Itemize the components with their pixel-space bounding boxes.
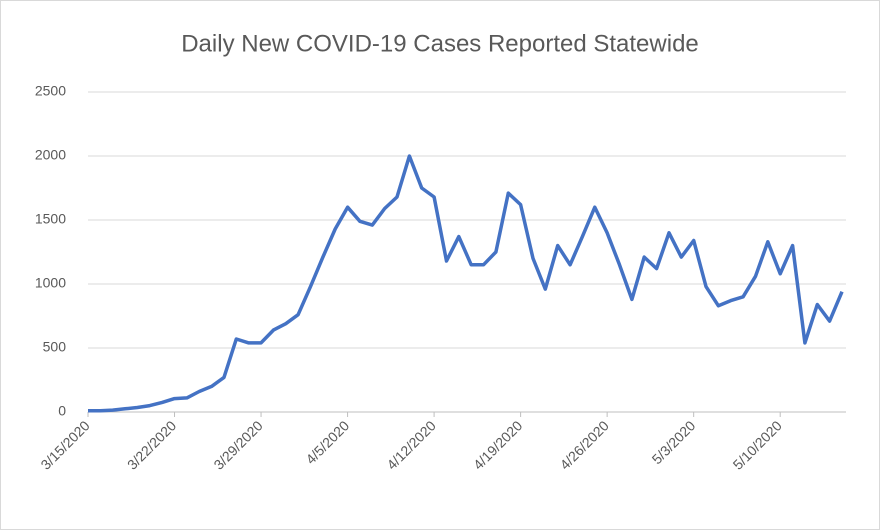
y-tick-label: 2000 <box>35 147 66 163</box>
y-tick-label: 500 <box>43 339 67 355</box>
y-tick-label: 0 <box>58 403 66 419</box>
y-tick-label: 2500 <box>35 83 66 99</box>
y-tick-label: 1500 <box>35 211 66 227</box>
chart-title: Daily New COVID-19 Cases Reported Statew… <box>181 30 699 57</box>
series-line <box>88 154 844 413</box>
y-tick-label: 1000 <box>35 275 66 291</box>
